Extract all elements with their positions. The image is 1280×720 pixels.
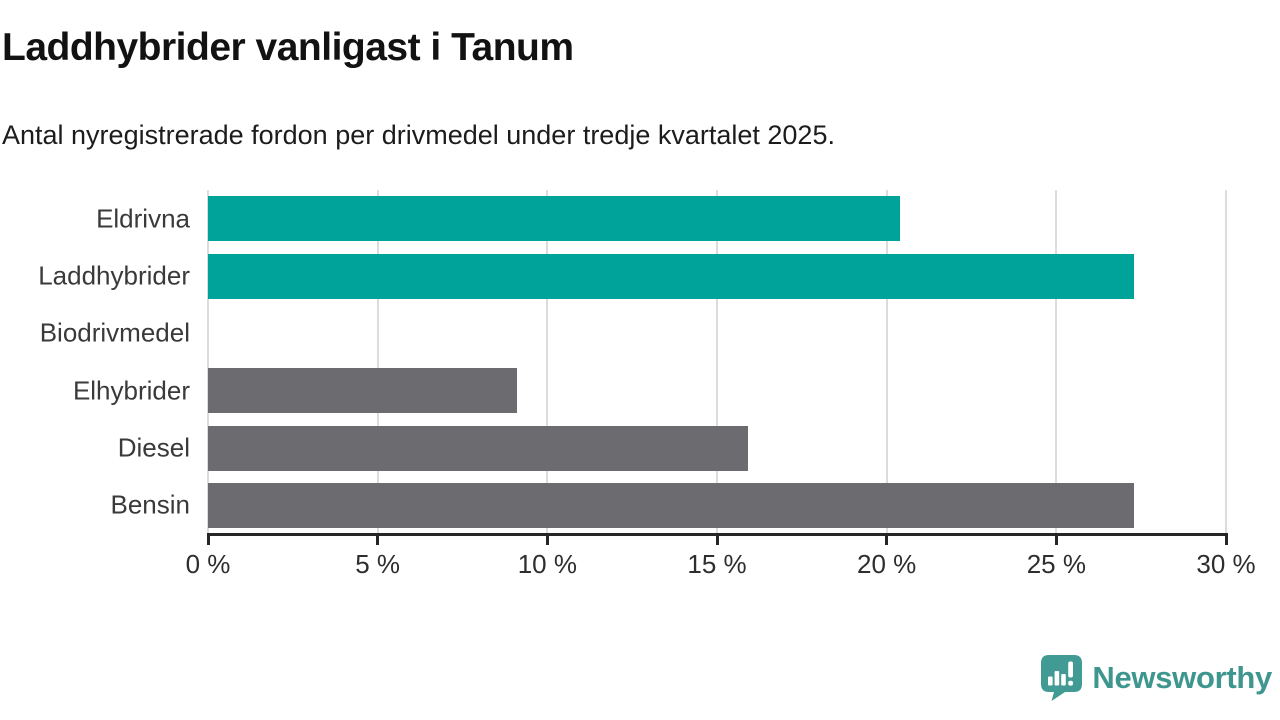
category-label-laddhybrider: Laddhybrider [38,260,190,291]
x-tick-20pct [885,533,889,545]
gridline-30pct [1225,190,1227,534]
x-tick-label-20pct: 20 % [857,549,917,579]
x-tick-label-10pct: 10 % [517,549,577,579]
category-label-elhybrider: Elhybrider [72,375,190,406]
gridline-20pct [885,190,888,534]
category-label-eldrivna: Eldrivna [96,203,190,234]
y-axis-category-labels: Eldrivna Laddhybrider Biodrivmedel Elhybrid… [0,190,190,534]
x-tick-25pct [1054,533,1058,545]
x-tick-label-30pct: 30 % [1196,549,1256,579]
gridline-10pct [546,190,549,534]
x-tick-label-15pct: 15 % [687,549,747,579]
page-title: Laddhybrider vanligast i Tanum [2,26,574,69]
x-tick-15pct [715,533,719,545]
bar-elhybrider [208,368,517,414]
x-tick-30pct [1224,533,1228,545]
gridline-0pct [207,190,209,534]
chart-subtitle: Antal nyregistrerade fordon per drivmede… [2,120,835,150]
category-label-biodrivmedel: Biodrivmedel [39,317,190,348]
category-label-diesel: Diesel [117,432,190,463]
brand-logo: Newsworthy [1040,654,1272,702]
bar-eldrivna [208,196,901,242]
bar-chart-plot-area [207,190,1227,534]
brand-name: Newsworthy [1092,660,1272,695]
gridline-5pct [376,190,379,534]
category-label-bensin: Bensin [110,489,191,520]
gridline-15pct [716,190,718,534]
gridline-25pct [1055,190,1058,534]
x-tick-5pct [376,533,380,545]
bar-bensin [208,482,1135,528]
x-tick-label-5pct: 5 % [355,549,401,579]
x-axis: 0 % 5 % 10 % 15 % 20 % 25 % 30 % [186,533,1256,583]
x-tick-label-0pct: 0 % [185,549,231,579]
x-tick-10pct [545,533,549,545]
x-tick-0pct [206,533,210,545]
newsworthy-logo-icon [1040,654,1083,702]
bar-diesel [208,425,748,471]
bar-laddhybrider [208,253,1135,299]
x-tick-label-25pct: 25 % [1026,549,1086,579]
